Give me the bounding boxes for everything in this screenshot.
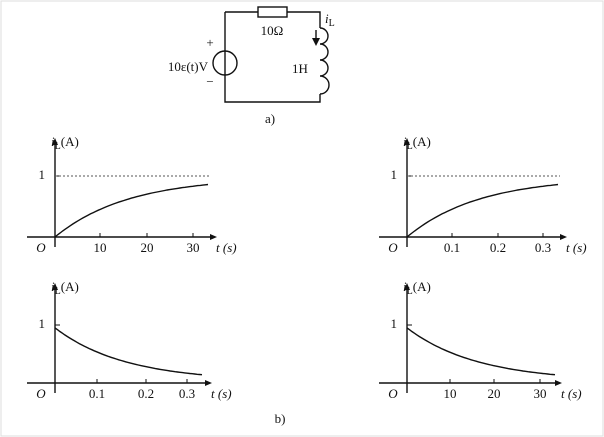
- x-tick-label: 20: [141, 240, 154, 255]
- y-subscript: L: [407, 141, 413, 152]
- x-tick-label: 0.3: [535, 240, 551, 255]
- x-label: t (s): [211, 386, 232, 401]
- plus: +: [206, 35, 213, 50]
- graph: iL(A) 1 O 0.1 0.2 0.3 t (s): [379, 134, 587, 255]
- caption-b: b): [275, 411, 286, 426]
- y-subscript: L: [55, 141, 61, 152]
- inductor-label: 1H: [292, 61, 308, 76]
- x-tick-label: 0.1: [89, 386, 105, 401]
- axes: [27, 145, 210, 247]
- response-curve: [406, 183, 559, 238]
- source-label: 10ε(t)V: [168, 59, 209, 74]
- resistor-label: 10Ω: [261, 23, 284, 38]
- graph: iL(A) 1 O 0.1 0.2 0.3 t (s): [27, 279, 232, 401]
- graph: iL(A) 1 O 10 20 30 t (s): [27, 134, 237, 255]
- y-label: iL(A): [51, 279, 79, 297]
- origin: O: [36, 240, 46, 255]
- y-tick-label: 1: [39, 167, 46, 182]
- y-arrow: [52, 138, 58, 145]
- x-label: t (s): [561, 386, 582, 401]
- x-tick-label: 0.2: [490, 240, 506, 255]
- wires: [224, 11, 321, 103]
- y-arrow: [404, 283, 410, 290]
- y-tick-label: 1: [39, 316, 46, 331]
- x-arrow: [205, 380, 212, 386]
- axes: [379, 290, 555, 393]
- x-arrow: [210, 234, 217, 240]
- circuit: 10Ω 1H + − 10ε(t)V iL a): [168, 6, 335, 126]
- current-subscript: L: [329, 18, 335, 29]
- x-label: t (s): [216, 240, 237, 255]
- response-curve: [54, 183, 209, 238]
- y-label: iL(A): [403, 279, 431, 297]
- y-label: iL(A): [51, 134, 79, 152]
- axes: [379, 145, 560, 247]
- y-subscript: L: [55, 286, 61, 297]
- response-curve: [54, 327, 203, 376]
- x-tick-label: 30: [187, 240, 200, 255]
- x-arrow: [555, 380, 562, 386]
- x-tick-label: 10: [444, 386, 457, 401]
- x-tick-label: 30: [534, 386, 547, 401]
- x-tick-label: 0.3: [179, 386, 195, 401]
- y-label: iL(A): [403, 134, 431, 152]
- x-arrow: [560, 234, 567, 240]
- y-unit: (A): [61, 279, 79, 294]
- caption-a: a): [265, 111, 275, 126]
- response-curve: [406, 327, 556, 376]
- resistor: [257, 6, 288, 18]
- y-symbol: i: [403, 279, 407, 294]
- origin: O: [388, 240, 398, 255]
- current-label: iL: [325, 11, 335, 29]
- y-unit: (A): [61, 134, 79, 149]
- x-tick-label: 10: [94, 240, 107, 255]
- y-subscript: L: [407, 286, 413, 297]
- graph: iL(A) 1 O 10 20 30 t (s): [379, 279, 582, 401]
- y-unit: (A): [413, 134, 431, 149]
- y-arrow: [52, 283, 58, 290]
- origin: O: [388, 386, 398, 401]
- x-tick-label: 0.1: [444, 240, 460, 255]
- y-arrow: [404, 138, 410, 145]
- axes: [27, 290, 205, 393]
- x-label: t (s): [566, 240, 587, 255]
- y-symbol: i: [51, 134, 55, 149]
- x-tick-label: 20: [488, 386, 501, 401]
- y-unit: (A): [413, 279, 431, 294]
- minus: −: [206, 74, 213, 89]
- x-tick-label: 0.2: [138, 386, 154, 401]
- y-tick-label: 1: [391, 316, 398, 331]
- y-symbol: i: [403, 134, 407, 149]
- y-symbol: i: [51, 279, 55, 294]
- arrow-head: [312, 38, 320, 46]
- current-symbol: i: [325, 11, 329, 26]
- y-tick-label: 1: [391, 167, 398, 182]
- origin: O: [36, 386, 46, 401]
- inductor: [319, 27, 330, 95]
